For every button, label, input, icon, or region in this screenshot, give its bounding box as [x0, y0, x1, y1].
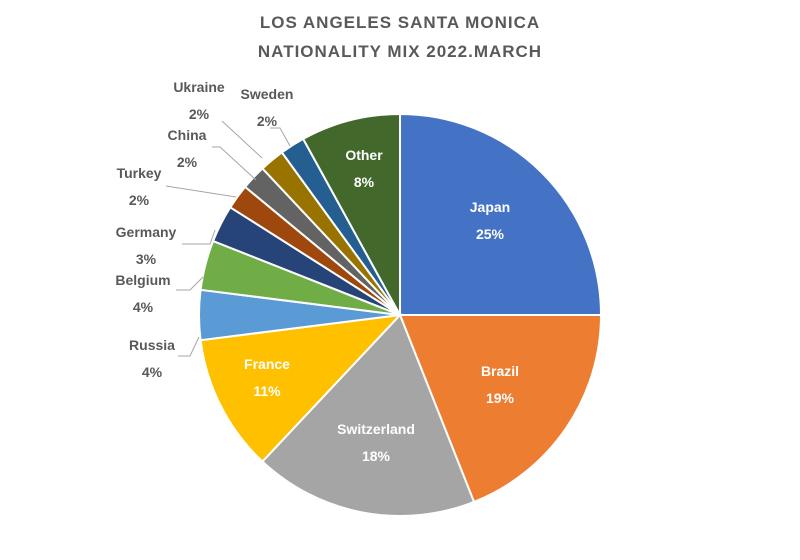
leader-line-sweden	[270, 127, 291, 147]
slice-label-germany: Germany	[116, 224, 177, 240]
slice-label-other: Other	[345, 147, 383, 163]
chart-title-line-1: LOS ANGELES SANTA MONICA	[259, 13, 541, 32]
slice-label-france: France	[244, 356, 290, 372]
slice-value-label-germany: 3%	[136, 251, 157, 267]
slice-label-sweden: Sweden	[241, 86, 294, 102]
leader-line-turkey	[165, 185, 237, 198]
slice-value-label-france: 11%	[253, 383, 281, 399]
slice-value-label-russia: 4%	[142, 364, 163, 380]
pie-slice-switzerland	[260, 313, 476, 517]
slice-label-belgium: Belgium	[115, 272, 170, 288]
slice-value-label-ukraine: 2%	[189, 106, 210, 122]
slice-value-label-japan: 25%	[476, 226, 505, 242]
slice-value-label-switzerland: 18%	[362, 448, 391, 464]
slice-value-label-sweden: 2%	[257, 113, 278, 129]
leader-line-germany	[182, 229, 216, 245]
slice-label-turkey: Turkey	[117, 165, 162, 181]
leader-line-russia	[178, 336, 200, 357]
pie-slice-brazil	[398, 314, 603, 504]
slice-label-switzerland: Switzerland	[337, 421, 415, 437]
slice-label-japan: Japan	[470, 199, 510, 215]
slice-label-russia: Russia	[129, 337, 175, 353]
pie-slice-japan	[399, 112, 603, 316]
leader-line-belgium	[176, 276, 204, 291]
slice-label-ukraine: Ukraine	[173, 79, 225, 95]
slice-value-label-china: 2%	[177, 154, 198, 170]
pie-slice-other	[301, 112, 401, 316]
slice-value-label-belgium: 4%	[133, 299, 154, 315]
slice-value-label-other: 8%	[354, 174, 375, 190]
slice-value-label-turkey: 2%	[129, 192, 150, 208]
leader-line-china	[212, 146, 257, 181]
leader-line-ukraine	[221, 120, 263, 159]
slice-value-label-brazil: 19%	[486, 390, 515, 406]
slice-label-china: China	[168, 127, 207, 143]
slice-label-brazil: Brazil	[481, 363, 519, 379]
chart-title-line-2: NATIONALITY MIX 2022.MARCH	[257, 42, 543, 61]
pie-slice-france	[199, 313, 403, 463]
